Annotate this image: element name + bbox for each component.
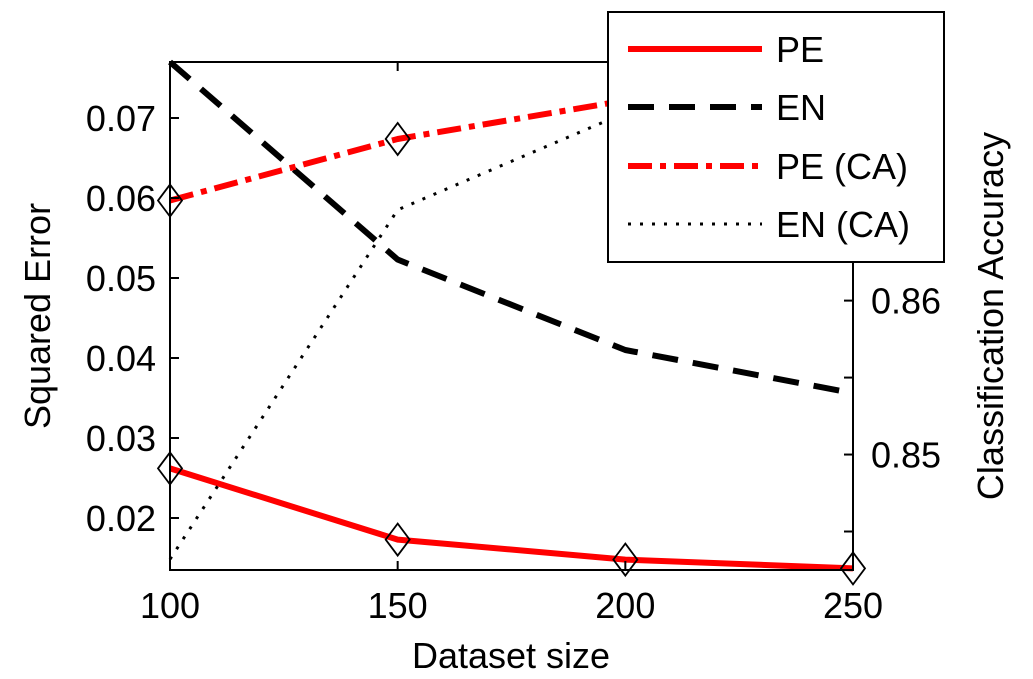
legend: PE EN PE (CA) EN (CA) [607,11,945,263]
y-left-tick-label: 0.07 [86,98,156,139]
x-tick-label: 150 [368,585,428,626]
data-point-pe [384,522,411,558]
y-left-tick-label: 0.02 [86,498,156,539]
x-tick-label: 200 [595,585,655,626]
data-point-pe [612,542,639,578]
y-axis-left-title: Squared Error [17,203,58,429]
y-left-tick-label: 0.04 [86,338,156,379]
y-axis-right: 0.85 0.86 [844,68,941,533]
y-left-tick-label: 0.05 [86,258,156,299]
x-tick-label: 100 [140,585,200,626]
legend-box [607,11,945,263]
data-point-pe-ca [384,121,411,157]
y-left-tick-label: 0.06 [86,178,156,219]
legend-label-en-ca: EN (CA) [776,204,910,245]
legend-label-en: EN [776,87,826,128]
x-axis-title: Dataset size [412,635,610,676]
series-line-en-ca [168,75,854,561]
y-left-tick-label: 0.03 [86,418,156,459]
series-line-pe [169,465,854,572]
series-layer [168,59,854,572]
legend-label-pe-ca: PE (CA) [776,146,908,187]
x-tick-label: 250 [823,585,883,626]
y-right-tick-label: 0.86 [871,281,941,322]
series-line-en [168,59,854,397]
y-axis-right-title: Classification Accuracy [970,132,1011,500]
legend-label-pe: PE [776,29,824,70]
data-point-pe [839,550,867,586]
y-axis-left: 0.02 0.03 0.04 0.05 0.06 0.07 [86,98,179,539]
y-right-tick-label: 0.85 [871,435,941,476]
plot-frame [169,61,854,571]
